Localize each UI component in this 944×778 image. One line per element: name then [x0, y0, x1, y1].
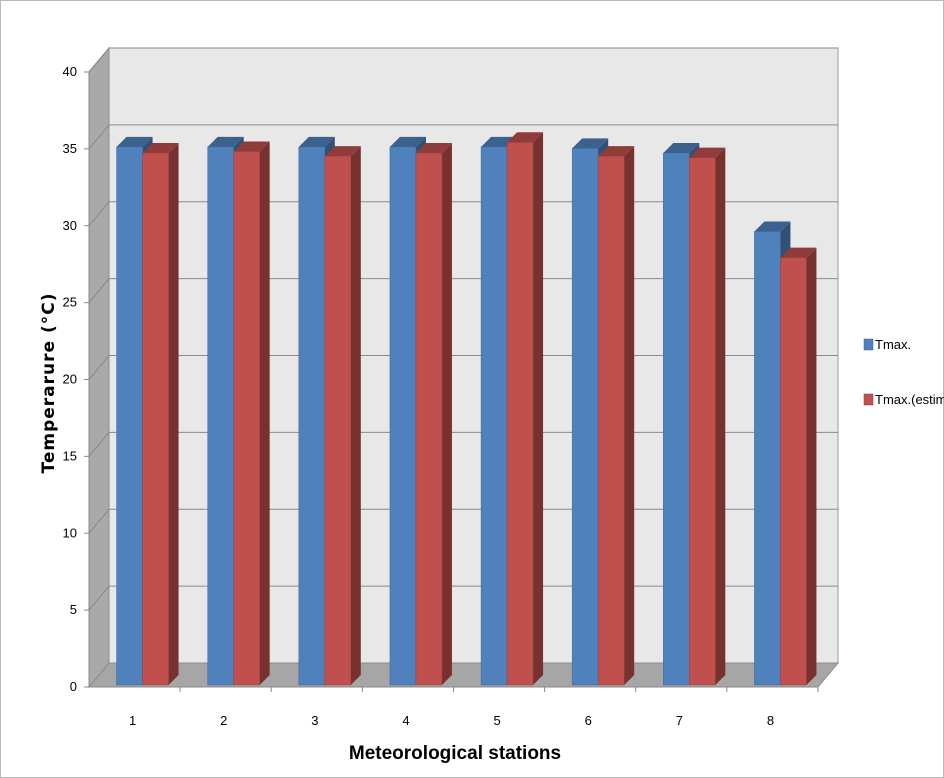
y-tick-label: 35	[63, 141, 77, 156]
bar-top-2	[507, 132, 544, 143]
legend-label-1: Tmax.	[875, 337, 911, 352]
bar-series-1	[116, 146, 143, 686]
x-tick-label: 5	[493, 713, 500, 728]
x-tick-label: 2	[220, 713, 227, 728]
bar-top-2	[233, 141, 270, 152]
bar-top-2	[142, 143, 179, 154]
bar-top-2	[324, 146, 361, 157]
y-tick-label: 5	[70, 602, 77, 617]
bar-series-1	[663, 152, 690, 686]
x-tick-label: 1	[129, 713, 136, 728]
bar-series-1	[571, 148, 599, 686]
bar-top-1	[572, 138, 609, 149]
bar-series-1	[480, 146, 508, 686]
bar-top-1	[298, 136, 335, 147]
bar-side-2	[624, 146, 635, 686]
bar-top-1	[663, 143, 700, 154]
y-tick-labels: 0 5 10 15 20 25 30 35 40	[63, 64, 77, 694]
x-tick-labels: 1 2 3 4 5 6 7 8	[129, 713, 774, 728]
y-tick-label: 25	[63, 295, 77, 310]
gridline	[88, 124, 838, 150]
bar-series-1	[389, 146, 417, 686]
bar-top-2	[689, 147, 726, 158]
bar-series-2	[415, 152, 443, 686]
y-axis-title: Temperarure (°C)	[39, 293, 59, 474]
bar-series-2	[780, 257, 807, 686]
bar-side-2	[533, 132, 544, 685]
gridline	[88, 47, 838, 73]
bar-series-2	[506, 142, 534, 686]
legend: Tmax. Tmax.(estim.)	[863, 337, 944, 407]
y-tick-label: 0	[70, 679, 77, 694]
bar-series-1	[207, 146, 234, 686]
y-tick-label: 15	[63, 448, 77, 463]
bar-side-2	[259, 141, 270, 686]
bar-top-1	[754, 221, 791, 232]
x-tick-label: 4	[402, 713, 409, 728]
bar-top-1	[389, 136, 426, 147]
bar-series-2	[597, 155, 625, 686]
legend-swatch-2	[863, 393, 874, 406]
bar-series-2	[233, 151, 260, 686]
bar-series-1	[298, 146, 326, 686]
floor	[87, 662, 840, 688]
bar-side-2	[715, 147, 726, 685]
x-tick-label: 7	[676, 713, 683, 728]
chart-walls	[87, 46, 840, 689]
bar-series-2	[689, 157, 716, 686]
y-tick-label: 30	[63, 218, 77, 233]
y-tick-label: 10	[63, 525, 77, 540]
bar-side-2	[168, 143, 179, 685]
x-tick-label: 8	[767, 713, 774, 728]
bar-side-2	[441, 143, 452, 685]
legend-swatch-1	[863, 338, 874, 351]
legend-label-2: Tmax.(estim.)	[875, 392, 944, 407]
bars	[116, 132, 817, 686]
bar-side-2	[806, 247, 817, 685]
x-axis-title: Meteorological stations	[349, 743, 561, 764]
bar-top-1	[207, 136, 244, 147]
x-tick-label: 3	[311, 713, 318, 728]
bar-side-2	[350, 146, 361, 686]
y-tick-label: 40	[63, 64, 77, 79]
bar-top-2	[780, 247, 817, 258]
bar-top-2	[415, 143, 452, 154]
bar-series-1	[754, 231, 781, 686]
y-tick-label: 20	[63, 372, 77, 387]
bar-top-2	[598, 146, 635, 157]
x-tick-label: 6	[585, 713, 592, 728]
bar-series-2	[142, 152, 169, 686]
bar-series-2	[324, 155, 352, 686]
bar-top-1	[116, 136, 153, 147]
